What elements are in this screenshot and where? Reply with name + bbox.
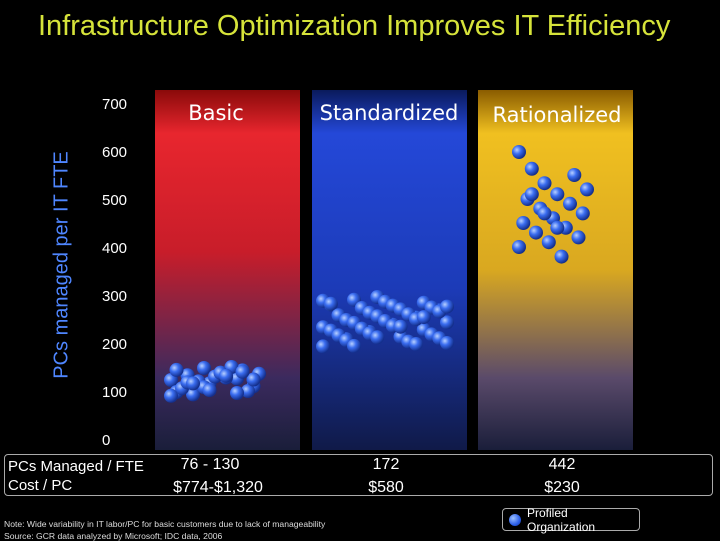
data-points bbox=[164, 145, 594, 403]
cell-standardized-cost: $580 bbox=[368, 479, 404, 496]
data-point-basic bbox=[169, 362, 184, 377]
y-tick-700: 700 bbox=[102, 96, 127, 113]
cell-rationalized-cost: $230 bbox=[544, 479, 580, 496]
data-point-standardized bbox=[416, 310, 431, 325]
data-point-basic bbox=[197, 361, 211, 375]
data-point-rationalized bbox=[512, 145, 526, 159]
cell-standardized-pcs: 172 bbox=[372, 456, 400, 473]
data-point-rationalized bbox=[571, 230, 586, 245]
y-tick-300: 300 bbox=[102, 288, 127, 305]
data-point-rationalized bbox=[567, 168, 582, 182]
data-point-basic bbox=[202, 383, 217, 398]
data-point-rationalized bbox=[537, 176, 552, 191]
data-point-rationalized bbox=[580, 182, 594, 197]
cell-basic-cost: $774-$1,320 bbox=[173, 479, 263, 496]
data-point-rationalized bbox=[516, 216, 531, 230]
legend: Profiled Organization bbox=[502, 505, 640, 534]
legend-label: Profiled Organization bbox=[527, 505, 596, 534]
y-tick-500: 500 bbox=[102, 192, 127, 209]
data-point-rationalized bbox=[524, 161, 539, 176]
data-point-basic bbox=[246, 372, 261, 387]
data-point-basic bbox=[219, 368, 233, 383]
data-point-basic bbox=[164, 388, 178, 403]
data-point-rationalized bbox=[512, 240, 526, 254]
slide-title: Infrastructure Optimization Improves IT … bbox=[38, 10, 671, 42]
data-point-basic bbox=[230, 386, 244, 400]
data-point-rationalized bbox=[550, 187, 565, 202]
data-point-basic bbox=[186, 376, 200, 391]
band-label-rationalized: Rationalized bbox=[492, 103, 621, 127]
data-point-rationalized bbox=[537, 206, 552, 221]
row-label-cost: Cost / PC bbox=[8, 477, 73, 494]
y-tick-400: 400 bbox=[102, 240, 127, 257]
data-point-standardized bbox=[440, 299, 454, 314]
y-tick-600: 600 bbox=[102, 144, 127, 161]
data-point-rationalized bbox=[563, 196, 577, 211]
band-standardized bbox=[312, 90, 467, 450]
legend-dot-icon bbox=[509, 513, 521, 526]
data-point-standardized bbox=[316, 339, 330, 354]
summary-table-frame bbox=[4, 454, 713, 496]
data-point-basic bbox=[186, 387, 200, 402]
data-point-rationalized bbox=[529, 225, 543, 240]
data-point-standardized bbox=[440, 315, 454, 330]
y-tick-0: 0 bbox=[102, 432, 110, 449]
data-point-standardized bbox=[440, 336, 454, 350]
y-tick-100: 100 bbox=[102, 384, 127, 401]
data-point-rationalized bbox=[541, 235, 556, 250]
row-label-pcs: PCs Managed / FTE bbox=[8, 458, 144, 475]
y-tick-200: 200 bbox=[102, 336, 127, 353]
data-point-basic bbox=[235, 364, 250, 379]
band-label-standardized: Standardized bbox=[320, 101, 459, 125]
cell-rationalized-pcs: 442 bbox=[548, 456, 576, 473]
data-point-standardized bbox=[347, 338, 361, 353]
data-point-standardized bbox=[409, 337, 423, 351]
data-point-rationalized bbox=[575, 206, 590, 221]
data-point-rationalized bbox=[554, 249, 569, 264]
data-point-standardized bbox=[370, 330, 385, 345]
data-point-rationalized bbox=[524, 187, 539, 202]
source-note: Source: GCR data analyzed by Microsoft; … bbox=[4, 531, 223, 541]
footnote: Note: Wide variability in IT labor/PC fo… bbox=[4, 519, 326, 529]
data-point-standardized bbox=[393, 319, 408, 334]
band-rationalized bbox=[478, 90, 633, 450]
cell-basic-pcs: 76 - 130 bbox=[180, 456, 240, 473]
data-point-basic bbox=[241, 384, 255, 398]
data-point-rationalized bbox=[550, 220, 565, 235]
data-point-standardized bbox=[323, 296, 338, 311]
band-label-basic: Basic bbox=[188, 101, 244, 125]
y-ticks: 700 600 500 400 300 200 100 0 bbox=[102, 96, 127, 449]
